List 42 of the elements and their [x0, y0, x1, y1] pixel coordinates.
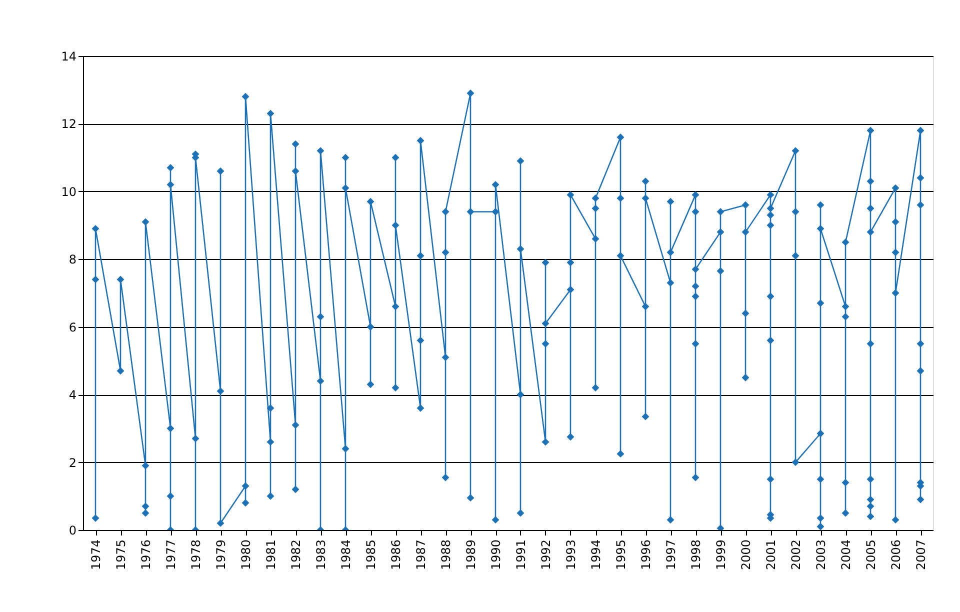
x-tick-label: 1985	[364, 540, 378, 570]
x-tick-label: 2007	[914, 540, 928, 570]
x-tick-label: 2004	[839, 540, 853, 570]
y-tick-label: 14	[61, 50, 76, 64]
y-tick-label: 10	[61, 184, 76, 199]
x-tick-label: 1983	[314, 540, 328, 570]
x-tick-label: 1980	[239, 540, 253, 570]
y-tick-label: 2	[68, 456, 76, 470]
x-tick-label: 2005	[864, 540, 878, 570]
x-tick-label: 1999	[714, 540, 728, 570]
x-tick-label: 1987	[414, 540, 428, 570]
y-tick-label: 12	[61, 117, 76, 132]
x-tick-label: 1976	[139, 540, 153, 570]
x-tick-label: 1990	[489, 540, 503, 570]
x-tick-label: 1978	[189, 540, 203, 570]
x-tick-label: 2003	[814, 540, 828, 570]
x-tick-label: 1994	[589, 540, 603, 570]
y-tick-label: 0	[68, 524, 76, 538]
x-tick-label: 1996	[639, 540, 653, 570]
x-tick-label: 1989	[464, 540, 478, 570]
x-tick-label: 1993	[564, 540, 578, 570]
x-tick-label: 2002	[789, 540, 803, 570]
x-tick-label: 1977	[164, 540, 178, 570]
y-tick-label: 8	[68, 252, 76, 267]
x-tick-label: 1979	[214, 540, 228, 570]
y-tick-label: 6	[68, 320, 76, 334]
x-tick-label: 1982	[289, 540, 303, 570]
x-tick-label: 1998	[689, 540, 703, 570]
x-tick-label: 1986	[389, 540, 403, 570]
x-tick-label: 1988	[439, 540, 453, 570]
x-tick-label: 1997	[664, 540, 678, 570]
x-tick-label: 1984	[339, 540, 353, 570]
x-tick-label: 2006	[889, 540, 903, 570]
x-tick-label: 1995	[614, 540, 628, 570]
x-tick-label: 1975	[114, 540, 128, 570]
y-tick-label: 4	[68, 388, 76, 402]
x-tick-label: 1974	[89, 540, 103, 570]
x-tick-label: 1992	[539, 540, 553, 570]
x-tick-label: 1991	[514, 540, 528, 570]
x-tick-label: 2001	[764, 540, 778, 570]
x-tick-label: 1981	[264, 540, 278, 570]
x-tick-label: 2000	[739, 540, 753, 570]
